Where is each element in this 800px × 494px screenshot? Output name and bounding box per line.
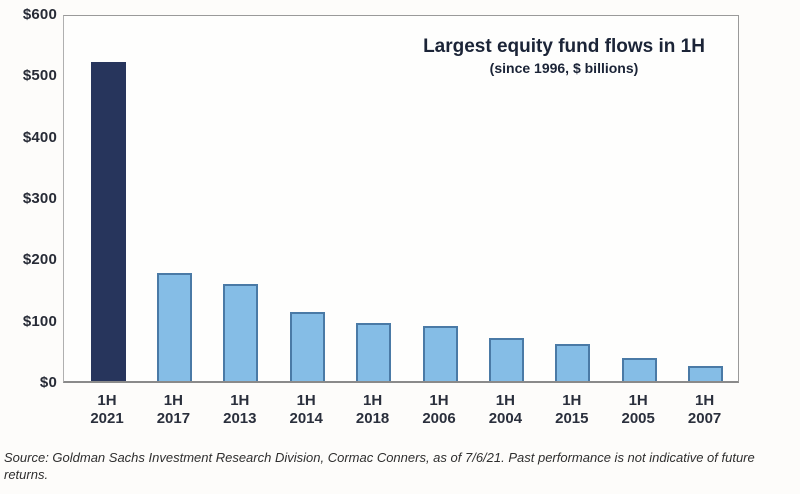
x-label-year: 2006 xyxy=(422,410,456,427)
x-label-year: 2004 xyxy=(488,410,523,427)
x-label-half: 1H xyxy=(163,392,183,409)
y-axis-tick-label: $500 xyxy=(22,67,57,85)
chart-title-block: Largest equity fund flows in 1H (since 1… xyxy=(423,36,705,76)
y-axis-tick-label: $300 xyxy=(22,190,57,207)
x-label-year: 2005 xyxy=(621,410,655,427)
x-axis-tick-label: 1H 2015 xyxy=(536,392,608,428)
x-axis-tick-label: 1H 2004 xyxy=(469,392,541,428)
x-label-year: 2021 xyxy=(90,410,124,427)
x-axis-tick-label: 1H 2021 xyxy=(71,392,143,428)
x-label-year: 2013 xyxy=(223,410,257,427)
x-axis-tick-label: 1H 2013 xyxy=(204,392,276,428)
bar-1h-2014 xyxy=(289,312,325,381)
y-axis-tick-label: $0 xyxy=(39,374,57,391)
y-axis-tick-label: $400 xyxy=(22,128,57,146)
bar-1h-2018 xyxy=(356,323,392,381)
source-note: Source: Goldman Sachs Investment Researc… xyxy=(4,450,755,482)
x-label-half: 1H xyxy=(695,392,715,409)
x-label-half: 1H xyxy=(230,392,250,409)
x-label-half: 1H xyxy=(363,392,383,409)
plot-area xyxy=(63,15,739,383)
y-axis-tick-label: $200 xyxy=(22,251,57,269)
x-axis-tick-label: 1H 2005 xyxy=(602,392,674,428)
x-axis-tick-label: 1H 2014 xyxy=(270,392,342,428)
y-axis-tick-label: $100 xyxy=(22,312,57,330)
x-axis-tick-label: 1H 2018 xyxy=(337,392,409,428)
x-label-half: 1H xyxy=(296,392,316,409)
x-label-year: 2018 xyxy=(355,410,390,427)
x-label-half: 1H xyxy=(628,392,648,409)
bar-1h-2015 xyxy=(555,344,591,381)
chart-subtitle: (since 1996, $ billions) xyxy=(489,60,639,76)
x-axis-tick-label: 1H 2006 xyxy=(403,392,475,428)
x-label-year: 2014 xyxy=(289,410,323,427)
x-axis-tick-label: 1H 2017 xyxy=(137,392,209,428)
x-label-half: 1H xyxy=(562,392,582,409)
bar-1h-2007 xyxy=(688,366,724,381)
bar-1h-2021 xyxy=(90,62,126,381)
bar-1h-2004 xyxy=(488,338,524,381)
x-label-year: 2017 xyxy=(156,410,191,427)
bar-1h-2005 xyxy=(621,358,657,381)
x-label-year: 2007 xyxy=(687,410,722,427)
x-label-year: 2015 xyxy=(555,410,589,427)
bar-1h-2017 xyxy=(156,273,192,381)
bar-1h-2006 xyxy=(422,326,458,381)
x-label-half: 1H xyxy=(495,392,515,409)
bar-1h-2013 xyxy=(223,284,259,381)
x-label-half: 1H xyxy=(429,392,449,409)
y-axis-tick-label: $600 xyxy=(22,6,57,23)
x-axis-tick-label: 1H 2007 xyxy=(669,392,741,428)
chart-title: Largest equity fund flows in 1H xyxy=(423,36,705,57)
x-label-half: 1H xyxy=(97,392,117,409)
